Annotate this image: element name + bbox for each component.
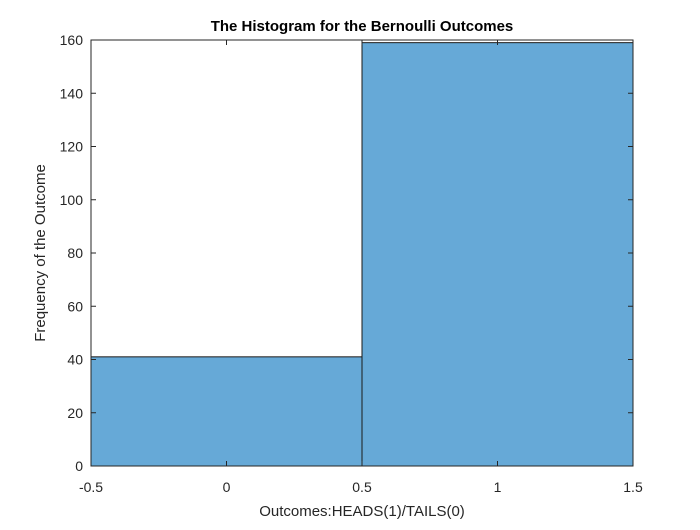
y-tick-label: 40 (67, 352, 83, 368)
x-tick-label: 1 (494, 479, 502, 495)
x-tick-label: 1.5 (623, 479, 643, 495)
y-tick-label: 80 (67, 245, 83, 261)
x-axis-label: Outcomes:HEADS(1)/TAILS(0) (259, 503, 465, 520)
x-tick-label: -0.5 (79, 479, 103, 495)
plot-area: -0.5 0 0.5 1 1.5 0 20 40 60 80 100 120 140 160 (60, 32, 643, 495)
y-tick-label: 160 (60, 32, 84, 48)
histogram-bar-0 (90, 356, 363, 467)
y-tick-label: 100 (60, 192, 84, 208)
y-tick-label: 140 (60, 85, 84, 101)
x-tick-label: 0 (223, 479, 231, 495)
y-axis-label: Frequency of the Outcome (32, 164, 49, 342)
y-tick-label: 60 (67, 298, 83, 314)
x-tick-label: 0.5 (352, 479, 372, 495)
histogram-bar-1 (361, 42, 634, 467)
y-tick-label: 120 (60, 139, 84, 155)
chart-title: The Histogram for the Bernoulli Outcomes (211, 18, 514, 35)
y-tick-label: 0 (75, 458, 83, 474)
y-tick-label: 20 (67, 405, 83, 421)
